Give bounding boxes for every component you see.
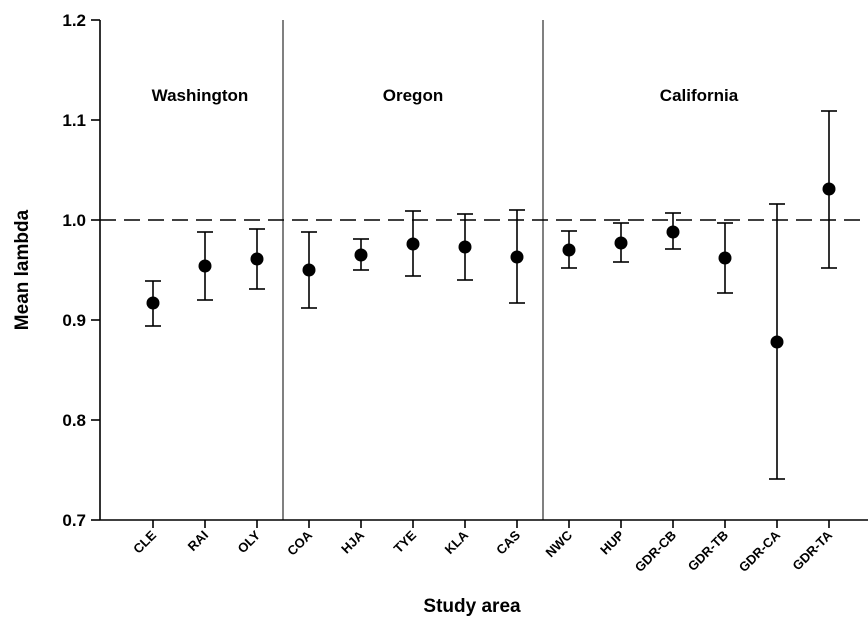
x-tick-label: RAI (185, 528, 211, 554)
data-point (146, 296, 160, 310)
data-point (510, 250, 524, 264)
data-point (718, 251, 732, 265)
data-point (406, 237, 420, 251)
x-tick-label: HJA (338, 527, 367, 556)
region-label: California (660, 86, 739, 105)
data-point (562, 243, 576, 257)
region-label: Oregon (383, 86, 443, 105)
data-points (146, 182, 836, 349)
region-dividers: Washington Oregon California (152, 20, 739, 520)
x-tick-label: COA (284, 527, 315, 558)
data-point (458, 240, 472, 254)
data-point (770, 335, 784, 349)
y-tick-label: 1.0 (62, 211, 86, 230)
region-label: Washington (152, 86, 249, 105)
data-point (250, 252, 264, 266)
data-point (614, 236, 628, 250)
x-tick-label: GDR-CA (736, 527, 784, 575)
x-tick-label: TYE (391, 527, 420, 556)
x-tick-label: CAS (493, 527, 523, 557)
x-tick-label: HUP (597, 527, 627, 557)
x-tick-label: OLY (234, 527, 263, 556)
x-tick-label: NWC (543, 527, 576, 560)
y-tick-label: 1.2 (62, 11, 86, 30)
error-bars (145, 110, 837, 480)
data-point (302, 263, 316, 277)
y-tick-label: 1.1 (62, 111, 86, 130)
x-tick-label: GDR-CB (632, 528, 679, 575)
x-axis-title: Study area (423, 596, 521, 617)
y-tick-label: 0.8 (62, 411, 86, 430)
x-tick-label: GDR-TB (685, 528, 731, 574)
x-tick-label: CLE (130, 527, 159, 556)
axes (91, 19, 868, 528)
y-tick-label: 0.9 (62, 311, 86, 330)
x-tick-label: GDR-TA (789, 527, 835, 573)
data-point (198, 259, 212, 273)
y-axis-title: Mean lambda (12, 209, 33, 330)
data-point (666, 225, 680, 239)
x-tick-label: KLA (442, 527, 472, 557)
y-tick-label: 0.7 (62, 511, 86, 530)
data-point (354, 248, 368, 262)
data-point (822, 182, 836, 196)
